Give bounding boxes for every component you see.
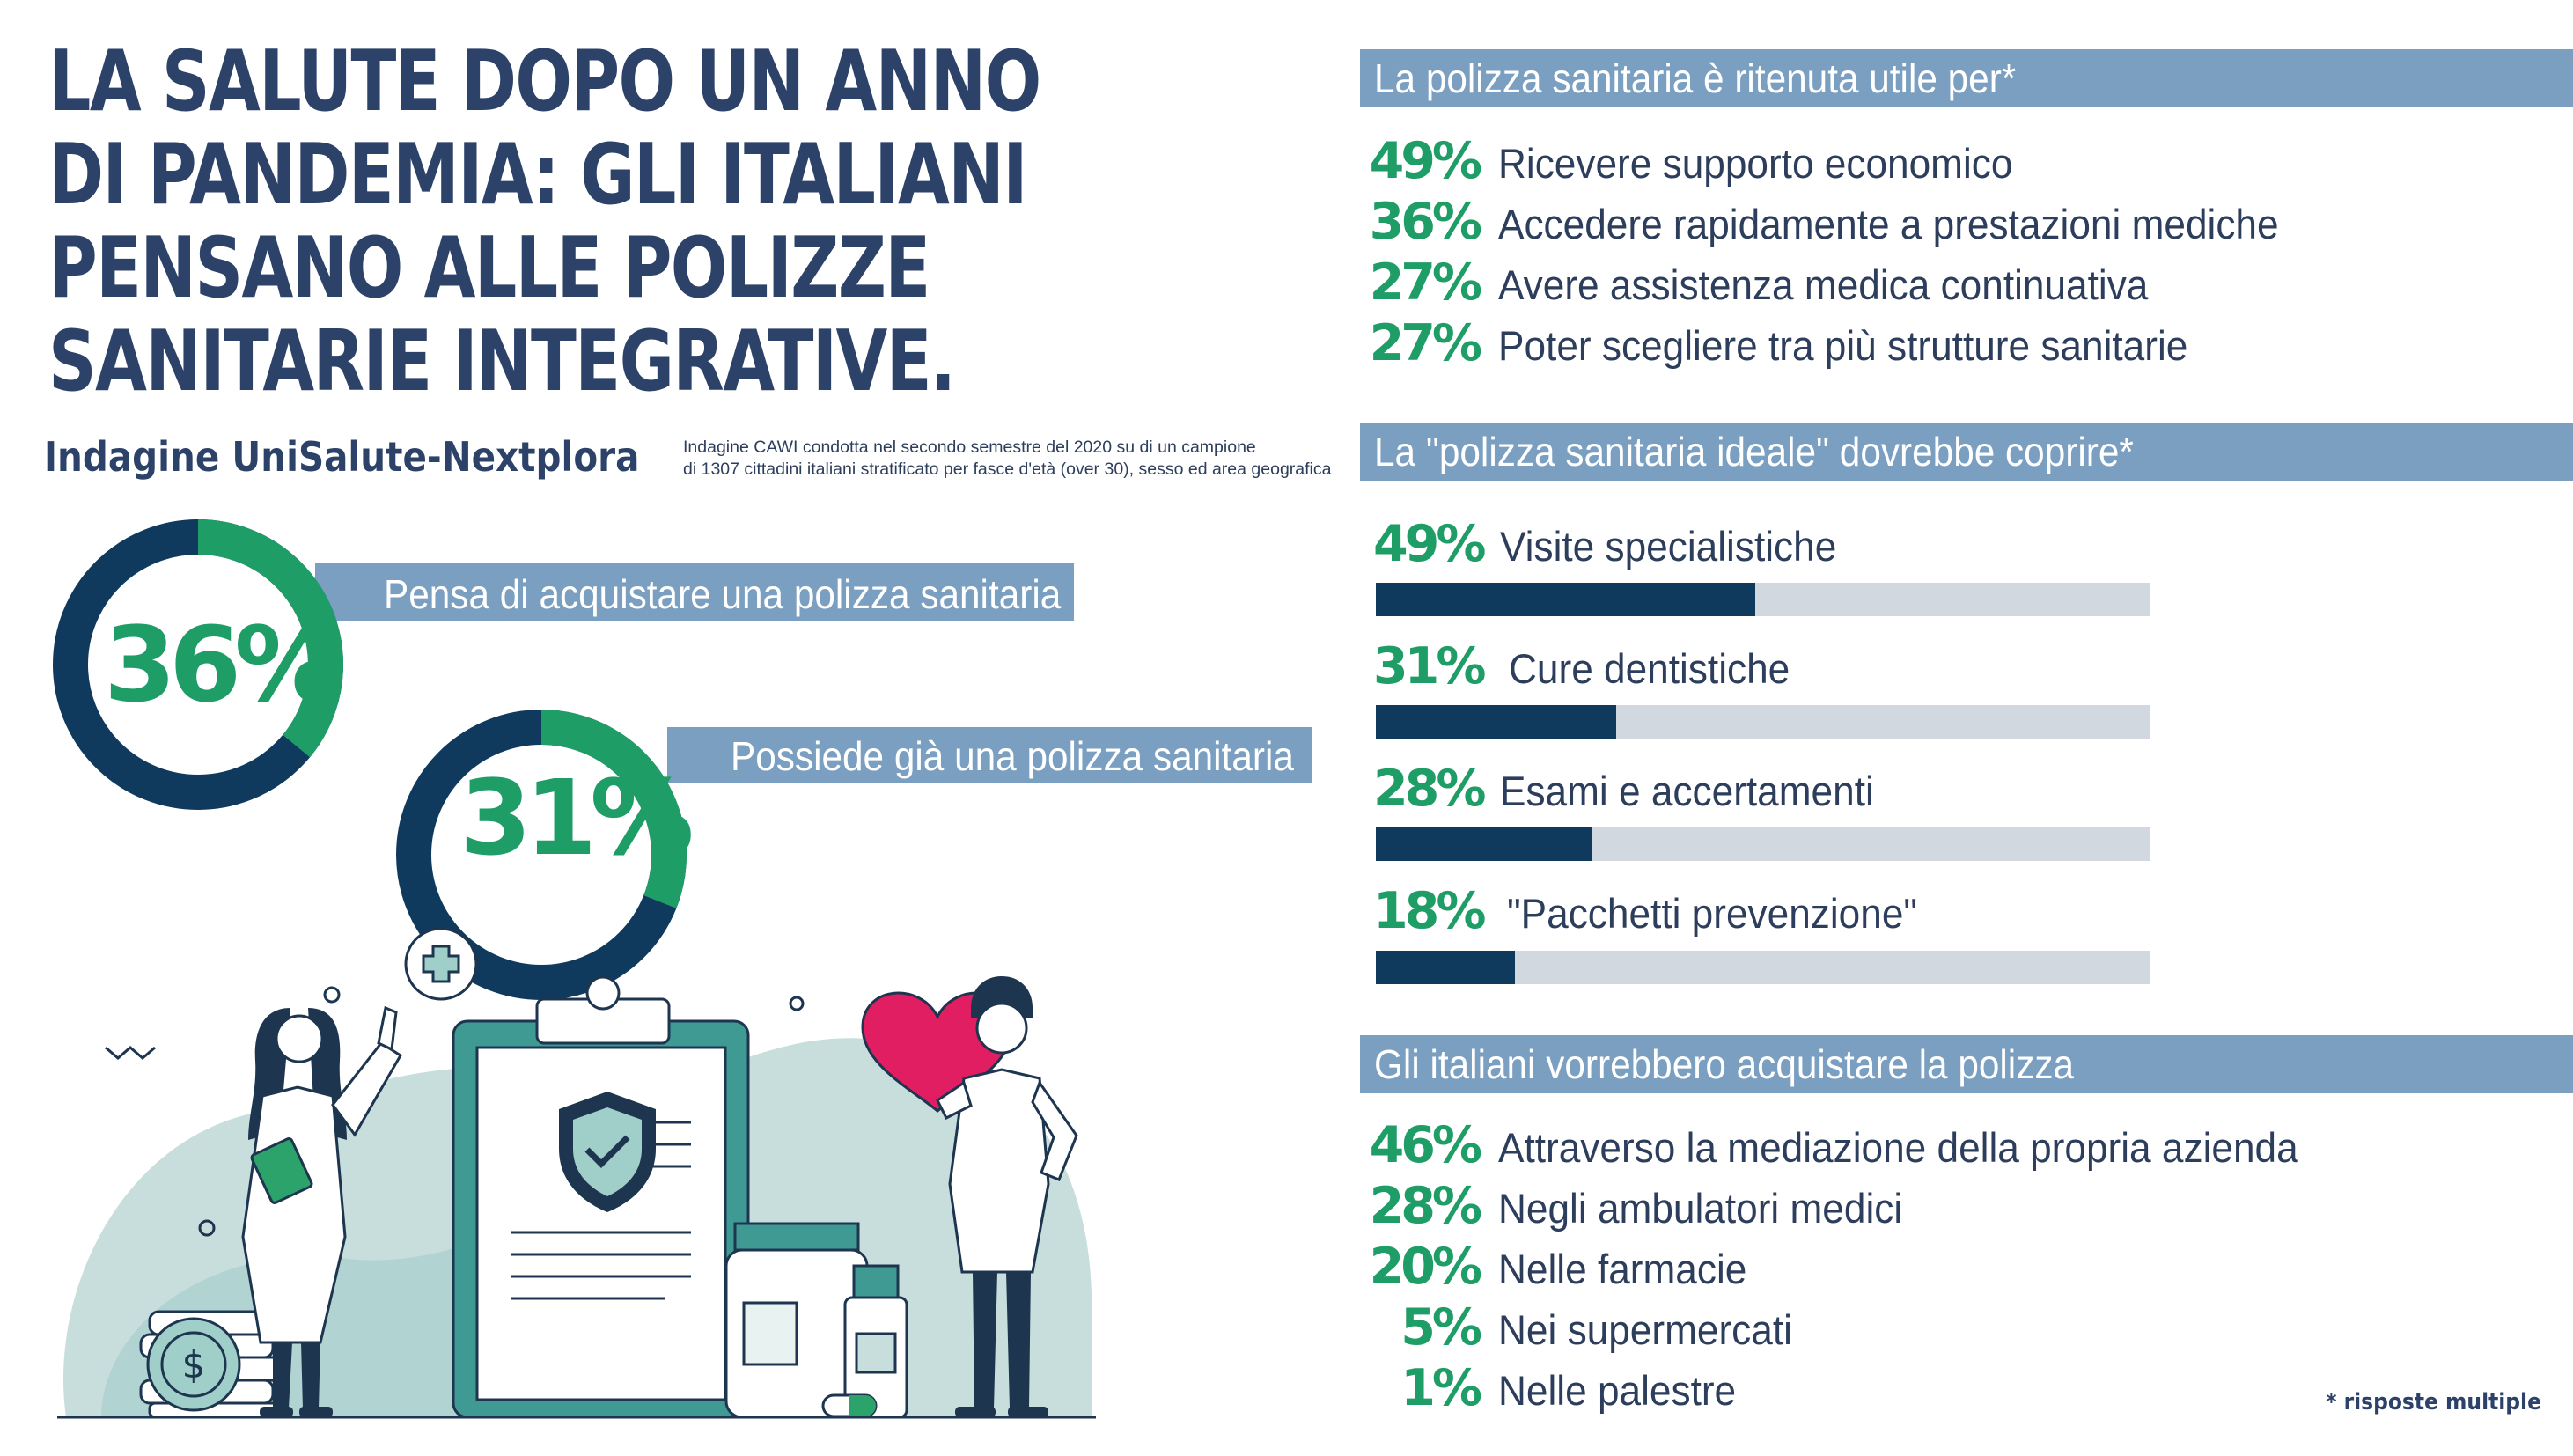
item-label: Attraverso la mediazione della propria a… (1498, 1124, 2298, 1171)
donut-caption-band: Possiede già una polizza sanitaria (667, 727, 1312, 783)
donut-chart-31 (396, 710, 687, 1000)
dot-decoration (789, 996, 805, 1011)
item-label: Ricevere supporto economico (1498, 140, 2013, 187)
item-percent: 20% (1369, 1238, 1482, 1296)
bar-item-label-row: 49% Visite specialistiche (1373, 515, 1858, 573)
donut-value-label: 36% (104, 604, 338, 725)
section-header-text: La "polizza sanitaria ideale" dovrebbe c… (1374, 429, 2134, 474)
title-line: PENSANO ALLE POLIZZE (48, 220, 930, 317)
item-label: Nelle palestre (1498, 1367, 1737, 1414)
donut-caption: Pensa di acquistare una polizza sanitari… (384, 571, 1062, 617)
bar-label: Esami e accertamenti (1500, 768, 1875, 814)
medical-illustration: $ (57, 927, 1096, 1419)
donut-value-label: 31% (459, 757, 694, 879)
pill-bottle-icon (724, 1222, 908, 1419)
bar-label: Cure dentistiche (1509, 645, 1790, 692)
section-header: La "polizza sanitaria ideale" dovrebbe c… (1360, 423, 2573, 481)
bar-item-label-row: 18% "Pacchetti prevenzione" (1373, 882, 1944, 940)
bar-fill (1376, 705, 1616, 739)
bar-track (1376, 705, 2150, 739)
item-percent: 5% (1400, 1298, 1482, 1357)
donut-value-arc (396, 710, 687, 1000)
item-label: Nelle farmacie (1498, 1246, 1747, 1292)
bar-fill (1376, 951, 1516, 984)
bar-label: "Pacchetti prevenzione" (1507, 890, 1918, 937)
item-percent: 36% (1369, 193, 1482, 251)
bar-percent: 49% (1373, 515, 1486, 573)
section-header: Gli italiani vorrebbero acquistare la po… (1360, 1035, 2573, 1093)
doctor-man-icon (936, 976, 1078, 1417)
bar-fill (1376, 583, 1756, 616)
item-label: Accedere rapidamente a prestazioni medic… (1498, 201, 2279, 247)
bar-track (1376, 827, 2150, 861)
donut-value-arc (53, 519, 343, 810)
list-item: 27% Avere assistenza medica continuativa (1360, 254, 2190, 312)
item-percent: 27% (1369, 254, 1482, 312)
item-percent: 27% (1369, 314, 1482, 372)
bar-percent: 28% (1373, 760, 1486, 818)
page-title: LA SALUTE DOPO UN ANNO DI PANDEMIA: GLI … (48, 35, 1062, 408)
doctor-woman-icon (241, 1005, 403, 1417)
title-line: SANITARIE INTEGRATIVE. (48, 313, 956, 410)
list-item: 36% Accedere rapidamente a prestazioni m… (1360, 193, 2328, 251)
item-label: Nei supermercati (1498, 1306, 1792, 1353)
dot-decoration (198, 1219, 216, 1237)
clipboard-icon (452, 975, 750, 1419)
list-item: 28% Negli ambulatori medici (1360, 1177, 1928, 1235)
list-item: 46% Attraverso la mediazione della propr… (1360, 1116, 2349, 1174)
list-item: 49% Ricevere supporto economico (1360, 132, 2046, 190)
list-item: 20% Nelle farmacie (1360, 1238, 1762, 1296)
donut-chart-36 (53, 519, 343, 810)
section-header-text: La polizza sanitaria è ritenuta utile pe… (1374, 55, 2017, 101)
item-label: Negli ambulatori medici (1498, 1185, 1903, 1232)
bar-fill (1376, 827, 1593, 861)
title-line: DI PANDEMIA: GLI ITALIANI (48, 127, 1028, 224)
donut-caption-band: Pensa di acquistare una polizza sanitari… (315, 563, 1074, 621)
capsule-icon (821, 1393, 878, 1418)
survey-note-line: di 1307 cittadini italiani stratificato … (683, 460, 1332, 479)
bar-track (1376, 583, 2150, 616)
section-header-text: Gli italiani vorrebbero acquistare la po… (1374, 1041, 2075, 1087)
section-header: La polizza sanitaria è ritenuta utile pe… (1360, 49, 2573, 107)
bar-percent: 18% (1373, 882, 1486, 940)
bar-track (1376, 951, 2150, 984)
bar-item-label-row: 31% Cure dentistiche (1373, 637, 1808, 695)
title-line: LA SALUTE DOPO UN ANNO (48, 33, 1041, 130)
svg-text:$: $ (182, 1343, 206, 1386)
bar-percent: 31% (1373, 637, 1486, 695)
dollar-coin-icon: $ (146, 1317, 241, 1412)
item-percent: 1% (1400, 1359, 1482, 1417)
item-percent: 28% (1369, 1177, 1482, 1235)
footnote: * risposte multiple (2326, 1389, 2541, 1416)
list-item: 27% Poter scegliere tra più strutture sa… (1360, 314, 2231, 372)
donut-caption: Possiede già una polizza sanitaria (731, 733, 1294, 779)
item-percent: 49% (1369, 132, 1482, 190)
bar-label: Visite specialistiche (1500, 523, 1837, 570)
dot-decoration (323, 986, 341, 1004)
zigzag-decoration (105, 1046, 156, 1060)
list-item: 5% Nei supermercati (1360, 1298, 1811, 1357)
item-percent: 46% (1369, 1116, 1482, 1174)
shield-check-icon (559, 1092, 656, 1212)
list-item: 1% Nelle palestre (1360, 1359, 1751, 1417)
medical-cross-icon (404, 927, 478, 1001)
bar-item-label-row: 28% Esami e accertamenti (1373, 760, 1898, 818)
item-label: Poter scegliere tra più strutture sanita… (1498, 322, 2188, 369)
survey-subtitle: Indagine UniSalute-Nextplora (44, 433, 640, 481)
survey-note: Indagine CAWI condotta nel secondo semes… (683, 437, 1405, 481)
survey-note-line: Indagine CAWI condotta nel secondo semes… (683, 438, 1256, 457)
item-label: Avere assistenza medica continuativa (1498, 261, 2149, 308)
